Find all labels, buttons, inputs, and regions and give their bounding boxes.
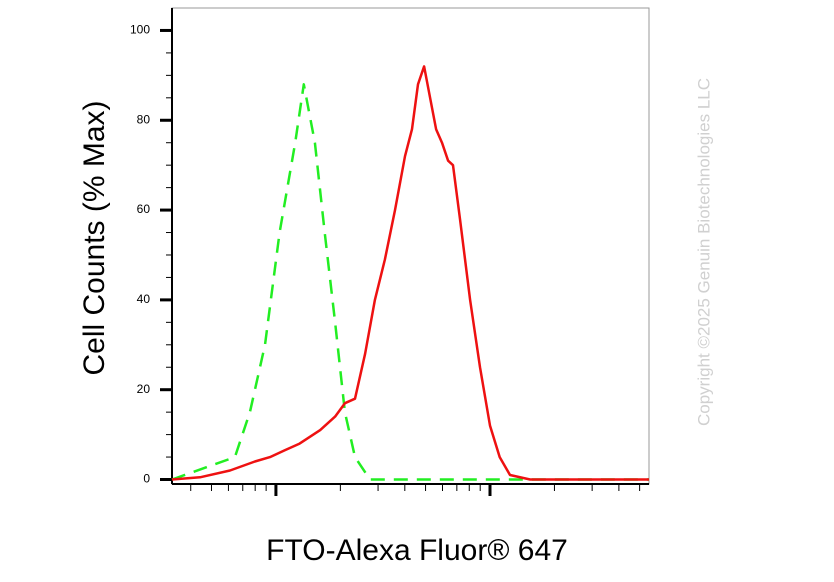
series-line [171, 83, 649, 481]
plot-frame [171, 7, 650, 485]
y-tick-label: 0 [143, 472, 150, 486]
y-tick-label: 20 [137, 382, 151, 396]
y-tick-label: 80 [137, 112, 151, 126]
x-axis-label: FTO-Alexa Fluor® 647 [266, 534, 568, 567]
y-tick-label: 40 [137, 292, 151, 306]
y-axis-label: Cell Counts (% Max) [78, 100, 111, 375]
y-tick-label: 60 [137, 202, 151, 216]
watermark: Copyright ©2025 Genuin Biotechnologies L… [694, 78, 713, 426]
series-line [171, 65, 649, 481]
y-tick-label: 100 [130, 23, 150, 37]
